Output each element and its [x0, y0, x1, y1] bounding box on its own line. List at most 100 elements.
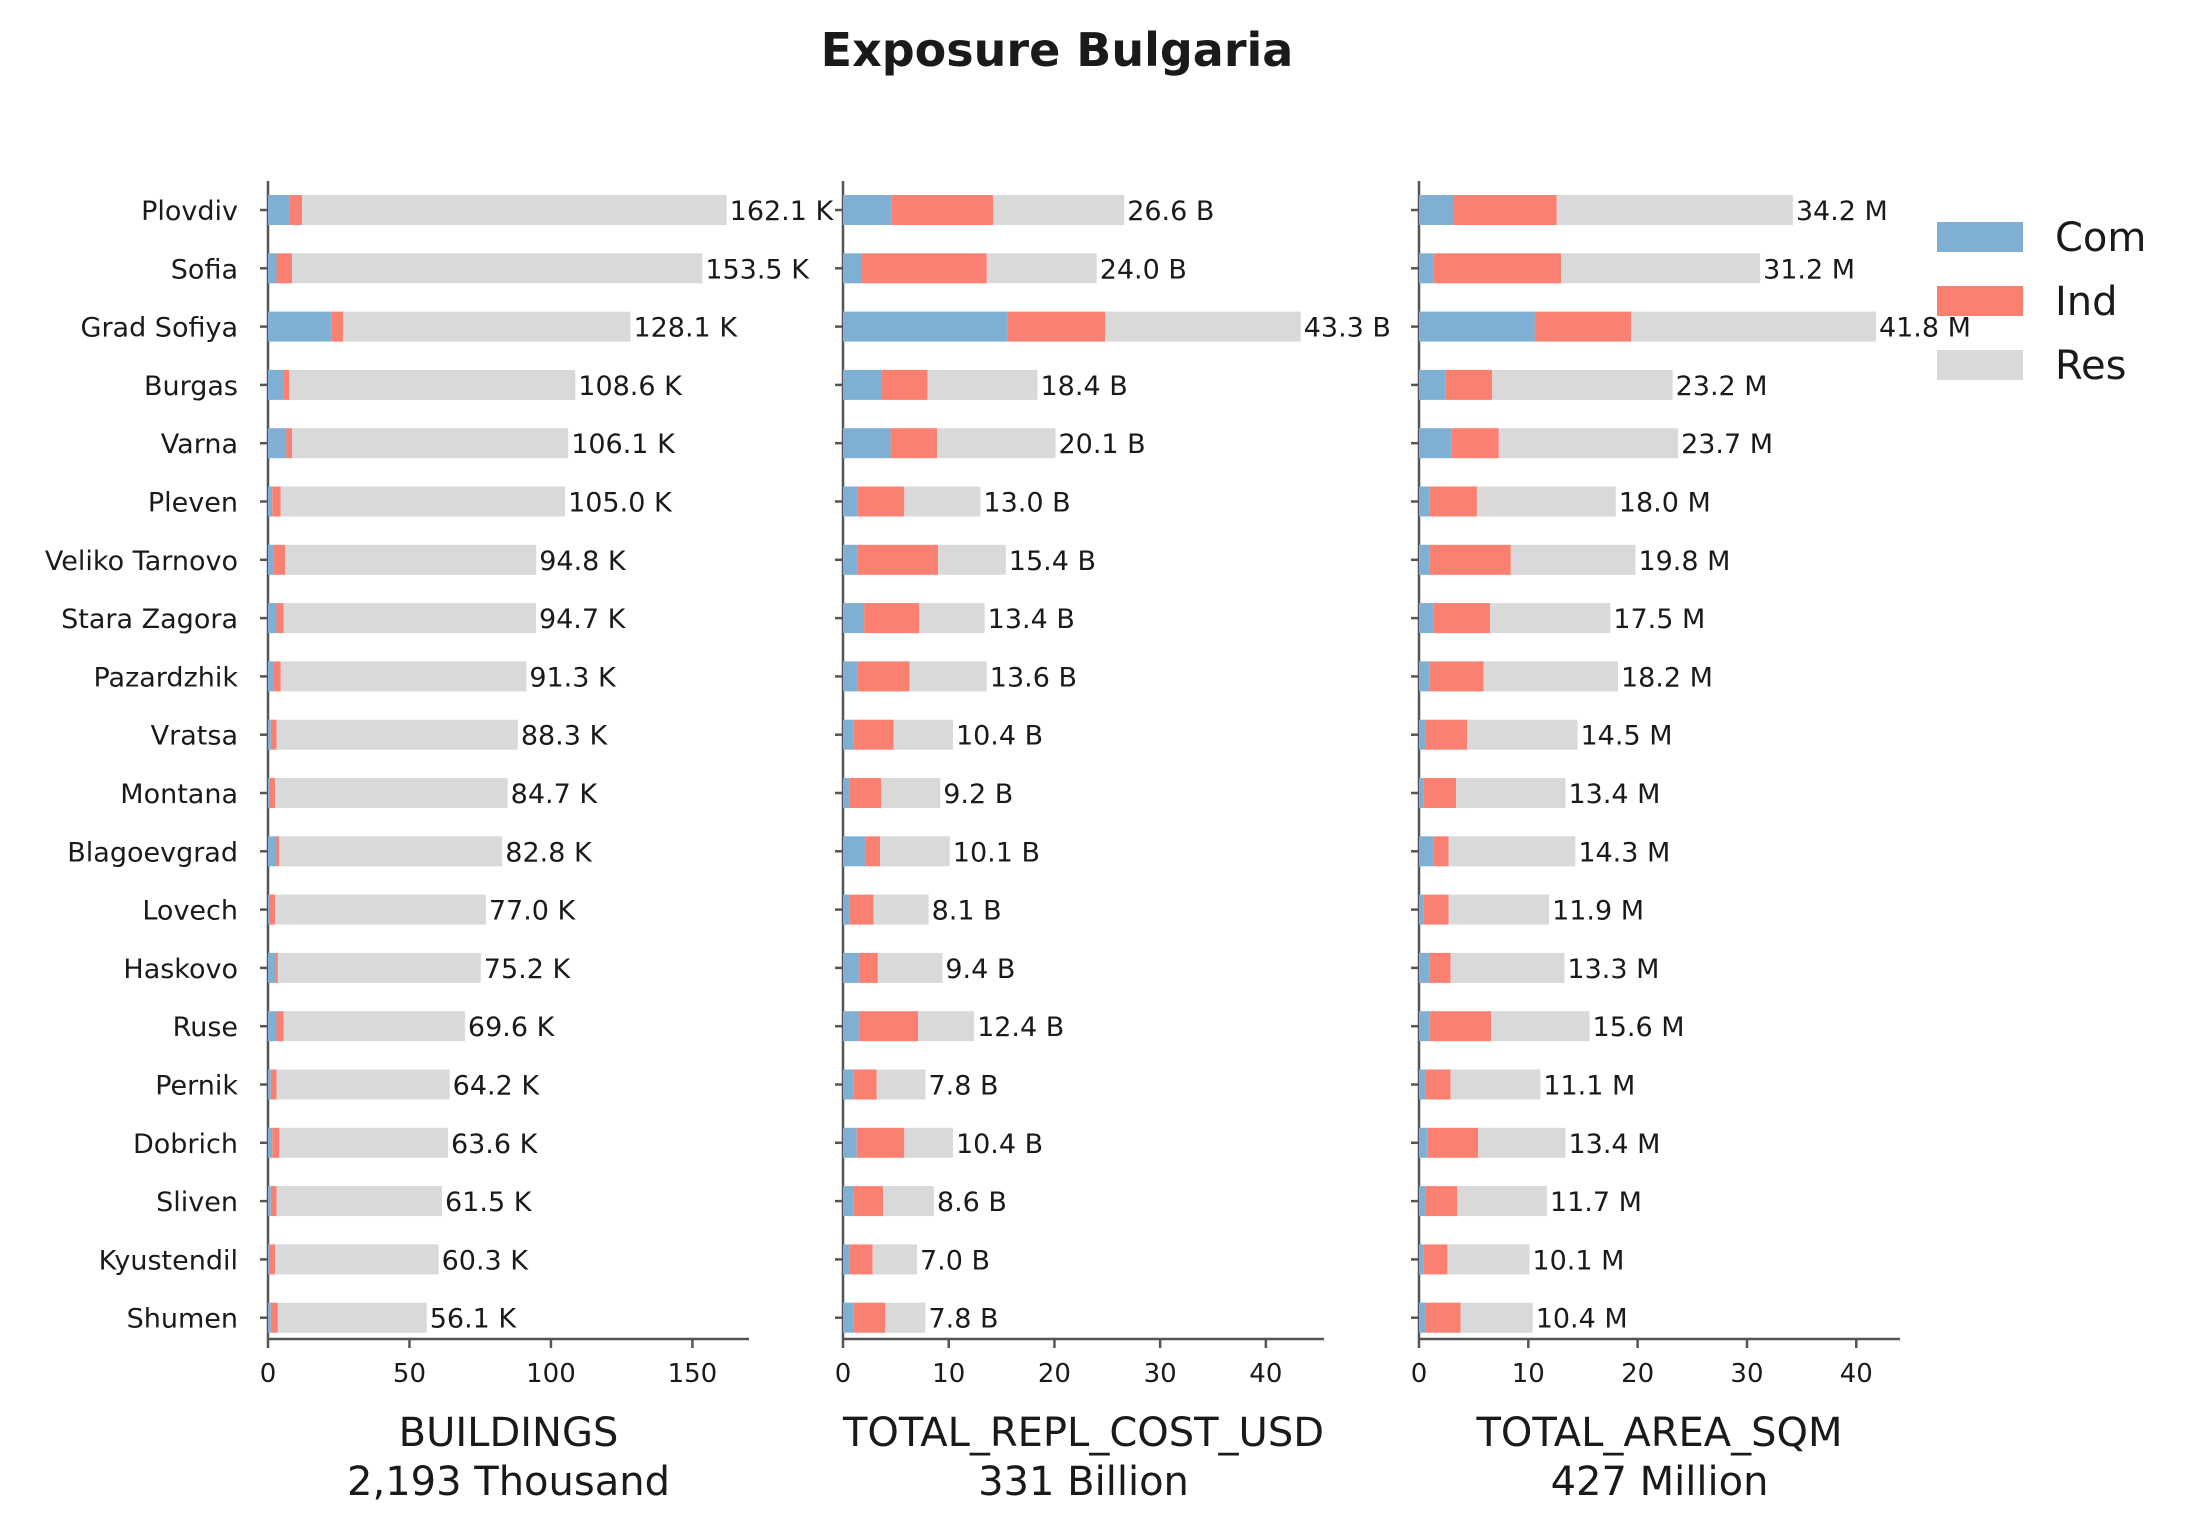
bar-com	[1419, 428, 1452, 459]
bar-res	[284, 544, 537, 575]
bar-ind	[857, 486, 905, 517]
data-label: 108.6 K	[578, 371, 683, 402]
panel-2: 26.6 B 24.0 B 43.3 B 18.4 B 20.1 B 13.0 B 15.4…	[835, 181, 1391, 1505]
data-label: 7.8 B	[928, 1304, 998, 1335]
bar-res	[1105, 311, 1301, 342]
x-tick-label: 10	[932, 1359, 965, 1389]
bar-res	[1457, 1186, 1547, 1217]
bar-res	[276, 1186, 443, 1217]
bar-ind	[276, 1011, 284, 1042]
bar-com	[1419, 486, 1430, 517]
data-label: 94.7 K	[539, 604, 627, 635]
bar-res	[927, 369, 1038, 400]
bar-res	[301, 195, 727, 225]
bar-ind	[1433, 253, 1562, 284]
bar-com	[843, 428, 891, 459]
legend-swatch-res	[1937, 350, 2023, 380]
bar-ind	[1423, 1244, 1448, 1275]
bar-res	[986, 253, 1097, 284]
data-label: 88.3 K	[521, 721, 609, 752]
category-label: Lovech	[142, 896, 238, 927]
bar-com	[843, 603, 865, 634]
bar-res	[1490, 603, 1611, 634]
data-label: 162.1 K	[730, 196, 835, 227]
data-label: 14.3 M	[1578, 837, 1670, 868]
bar-ind	[273, 661, 281, 692]
bar-ind	[1445, 369, 1493, 400]
panel-1: 162.1 K Plovdiv 153.5 K Sofia 128.1 K Grad So…	[45, 181, 835, 1505]
bar-res	[279, 836, 503, 867]
legend-swatch-com	[1937, 222, 2023, 252]
category-label: Dobrich	[133, 1129, 238, 1160]
bar-res	[1492, 369, 1673, 400]
x-tick-label: 150	[668, 1359, 718, 1389]
bar-ind	[289, 195, 302, 225]
bar-res	[918, 1011, 975, 1042]
bar-com	[843, 1244, 850, 1275]
bar-com	[1419, 1244, 1424, 1275]
bar-com	[843, 952, 859, 983]
data-label: 41.8 M	[1879, 313, 1971, 344]
chart-title: Exposure Bulgaria	[821, 23, 1294, 77]
x-tick-label: 40	[1249, 1359, 1282, 1389]
data-label: 8.6 B	[937, 1187, 1007, 1218]
legend-label-ind: Ind	[2055, 279, 2118, 325]
bar-com	[1419, 894, 1424, 925]
bar-res	[292, 428, 569, 459]
bar-ind	[269, 1244, 276, 1275]
bar-res	[1631, 311, 1876, 342]
bar-ind	[269, 778, 276, 808]
bar-res	[1476, 486, 1616, 517]
bar-ind	[849, 778, 882, 808]
bar-com	[1419, 544, 1430, 575]
bar-res	[1450, 952, 1565, 983]
bar-res	[893, 719, 953, 750]
bar-com	[268, 311, 332, 342]
bar-ind	[857, 661, 910, 692]
data-label: 91.3 K	[529, 662, 617, 693]
bar-ind	[1423, 894, 1449, 925]
data-label: 77.0 K	[489, 896, 577, 927]
bar-com	[268, 1011, 277, 1042]
data-label: 64.2 K	[453, 1071, 541, 1102]
category-label: Burgas	[144, 371, 238, 402]
bar-ind	[269, 894, 276, 925]
data-label: 18.0 M	[1619, 488, 1711, 519]
bar-ind	[1425, 719, 1468, 750]
bar-ind	[891, 195, 994, 225]
bar-ind	[272, 1127, 280, 1158]
bar-ind	[849, 894, 874, 925]
category-label: Shumen	[127, 1304, 238, 1335]
bar-res	[1448, 836, 1576, 867]
bar-res	[937, 428, 1056, 459]
bar-ind	[853, 719, 894, 750]
data-label: 15.6 M	[1593, 1012, 1685, 1043]
bar-com	[268, 836, 277, 867]
category-label: Blagoevgrad	[67, 837, 238, 868]
data-label: 23.7 M	[1681, 429, 1773, 460]
bar-com	[268, 1127, 273, 1158]
bar-com	[843, 1069, 854, 1100]
data-label: 11.7 M	[1550, 1187, 1642, 1218]
bar-res	[1510, 544, 1636, 575]
bar-res	[993, 195, 1125, 225]
x-axis-sublabel: 427 Million	[1551, 1459, 1769, 1505]
category-label: Pernik	[155, 1071, 238, 1102]
category-label: Sliven	[156, 1187, 238, 1218]
bar-res	[277, 952, 481, 983]
data-label: 10.1 M	[1532, 1245, 1624, 1276]
bar-res	[1478, 1127, 1566, 1158]
bar-res	[283, 603, 536, 634]
category-label: Pazardzhik	[93, 662, 238, 693]
bar-com	[268, 661, 274, 692]
chart-legend: Com Ind Res	[1937, 215, 2146, 389]
bar-res	[909, 661, 987, 692]
bar-ind	[1007, 311, 1106, 342]
bar-res	[1498, 428, 1679, 459]
bar-ind	[1429, 661, 1484, 692]
bar-ind	[270, 1186, 277, 1217]
bar-res	[883, 1186, 934, 1217]
x-tick-label: 20	[1038, 1359, 1071, 1389]
bar-com	[1419, 369, 1446, 400]
bar-com	[268, 544, 274, 575]
